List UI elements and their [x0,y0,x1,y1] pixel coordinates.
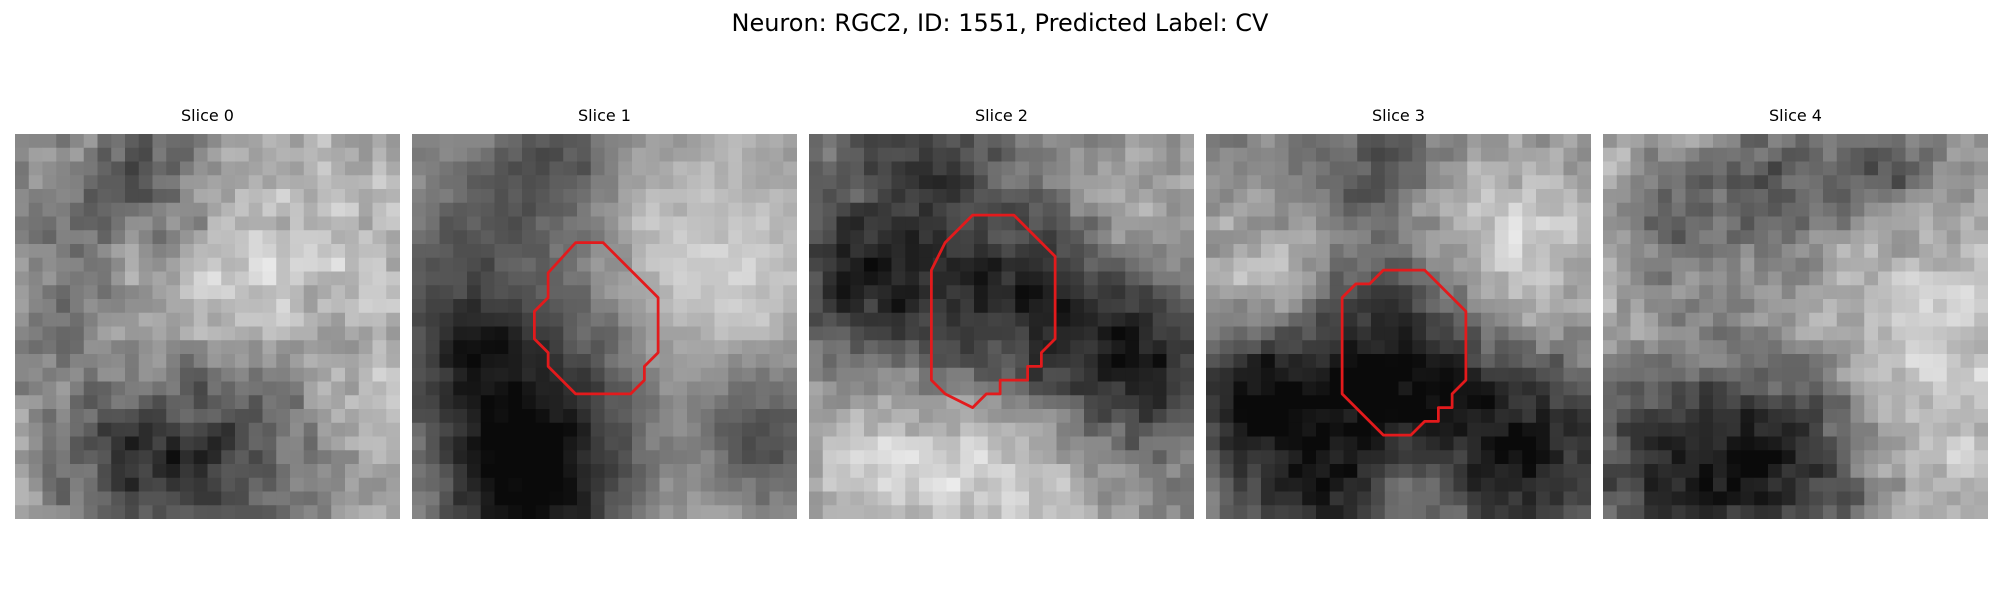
slice-title-0: Slice 0 [181,106,234,125]
slice-title-4: Slice 4 [1769,106,1822,125]
cell-outline-3 [1340,268,1468,437]
slice-image-2 [809,134,1194,519]
slice-image-4 [1603,134,1988,519]
slice-image-3 [1206,134,1591,519]
slice-title-2: Slice 2 [975,106,1028,125]
slice-title-1: Slice 1 [578,106,631,125]
cell-outline-2 [929,213,1057,409]
slice-image-1 [412,134,797,519]
slice-image-0 [15,134,400,519]
cell-outline-1 [532,241,660,396]
slice-title-3: Slice 3 [1372,106,1425,125]
figure-title: Neuron: RGC2, ID: 1551, Predicted Label:… [731,9,1269,37]
